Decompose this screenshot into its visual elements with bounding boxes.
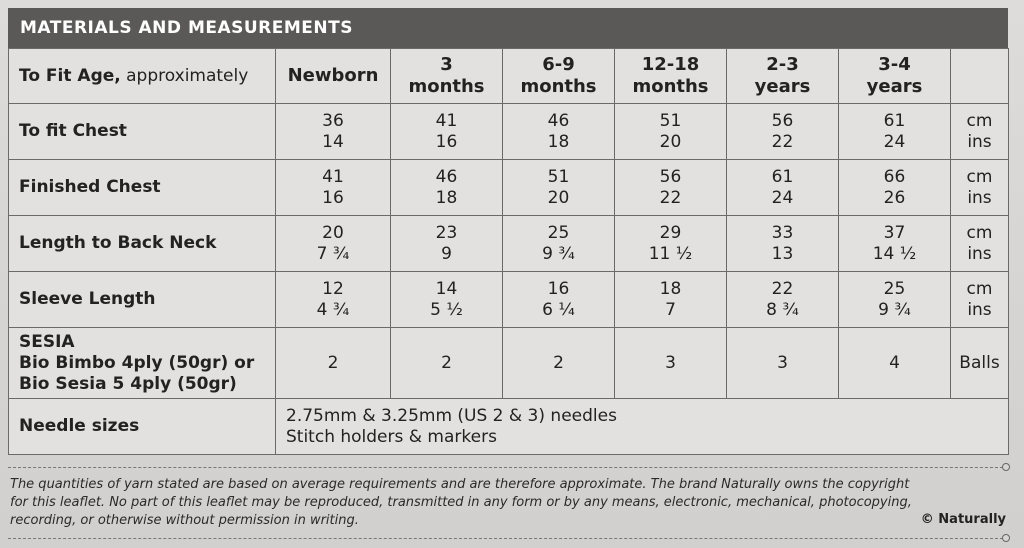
- age-row-label: To Fit Age, approximately: [8, 48, 276, 104]
- value-cell: 16 6 ¼: [502, 271, 615, 328]
- value-cell: 51 20: [502, 159, 615, 216]
- copyright-footnote: The quantities of yarn stated are based …: [10, 477, 912, 528]
- needle-details: 2.75mm & 3.25mm (US 2 & 3) needles Stitch…: [275, 398, 1009, 455]
- value-cell: 22 8 ¾: [726, 271, 839, 328]
- value-cell: 51 20: [614, 103, 727, 160]
- unit-cell: cm ins: [950, 271, 1009, 328]
- value-cell: 23 9: [390, 215, 503, 272]
- row-needle-sizes: Needle sizes 2.75mm & 3.25mm (US 2 & 3) …: [8, 398, 1009, 455]
- row-label: Sleeve Length: [8, 271, 276, 328]
- yarn-label: SESIA Bio Bimbo 4ply (50gr) or Bio Sesia 5…: [8, 327, 276, 399]
- value-cell: 46 18: [502, 103, 615, 160]
- copyright-mark: © Naturally: [920, 512, 1006, 527]
- divider-bottom: [8, 538, 1008, 539]
- unit-header-empty: [950, 48, 1009, 104]
- value-cell: 29 11 ½: [614, 215, 727, 272]
- value-cell: 36 14: [275, 103, 391, 160]
- value-cell: 33 13: [726, 215, 839, 272]
- age-3-4-years: 3-4 years: [838, 48, 951, 104]
- age-2-3-years: 2-3 years: [726, 48, 839, 104]
- unit-cell: cm ins: [950, 215, 1009, 272]
- value-cell: 37 14 ½: [838, 215, 951, 272]
- value-cell: 41 16: [390, 103, 503, 160]
- yarn-balls-cell: 2: [502, 327, 615, 399]
- value-cell: 25 9 ¾: [502, 215, 615, 272]
- value-cell: 61 24: [726, 159, 839, 216]
- measurements-table: To Fit Age, approximately Newborn 3 month…: [8, 48, 1009, 455]
- age-6-9-months: 6-9 months: [502, 48, 615, 104]
- yarn-balls-cell: 4: [838, 327, 951, 399]
- value-cell: 18 7: [614, 271, 727, 328]
- divider-end-marker: [1002, 463, 1010, 471]
- value-cell: 20 7 ¾: [275, 215, 391, 272]
- value-cell: 56 22: [614, 159, 727, 216]
- row-sleeve-length: Sleeve Length 12 4 ¾ 14 5 ½ 16 6 ¼ 18 7 22 8 …: [8, 271, 1009, 328]
- value-cell: 25 9 ¾: [838, 271, 951, 328]
- yarn-balls-cell: 2: [390, 327, 503, 399]
- section-title: MATERIALS AND MEASUREMENTS: [8, 8, 1008, 48]
- age-header-row: To Fit Age, approximately Newborn 3 month…: [8, 48, 1009, 104]
- value-cell: 41 16: [275, 159, 391, 216]
- row-to-fit-chest: To fit Chest 36 14 41 16 46 18 51 20 56 22 61…: [8, 103, 1009, 160]
- age-newborn: Newborn: [275, 48, 391, 104]
- row-label: To fit Chest: [8, 103, 276, 160]
- yarn-unit-cell: Balls: [950, 327, 1009, 399]
- age-3-months: 3 months: [390, 48, 503, 104]
- yarn-balls-cell: 3: [614, 327, 727, 399]
- row-label: Finished Chest: [8, 159, 276, 216]
- divider-end-marker: [1002, 534, 1010, 542]
- row-length-to-back-neck: Length to Back Neck 20 7 ¾ 23 9 25 9 ¾ 29 11…: [8, 215, 1009, 272]
- row-yarn: SESIA Bio Bimbo 4ply (50gr) or Bio Sesia 5…: [8, 327, 1009, 399]
- yarn-balls-cell: 2: [275, 327, 391, 399]
- row-label: Length to Back Neck: [8, 215, 276, 272]
- value-cell: 56 22: [726, 103, 839, 160]
- value-cell: 61 24: [838, 103, 951, 160]
- row-finished-chest: Finished Chest 41 16 46 18 51 20 56 22 61 24 …: [8, 159, 1009, 216]
- unit-cell: cm ins: [950, 103, 1009, 160]
- value-cell: 66 26: [838, 159, 951, 216]
- yarn-balls-cell: 3: [726, 327, 839, 399]
- value-cell: 14 5 ½: [390, 271, 503, 328]
- value-cell: 46 18: [390, 159, 503, 216]
- unit-cell: cm ins: [950, 159, 1009, 216]
- age-12-18-months: 12-18 months: [614, 48, 727, 104]
- divider-top: [8, 467, 1008, 468]
- needle-label: Needle sizes: [8, 398, 276, 455]
- value-cell: 12 4 ¾: [275, 271, 391, 328]
